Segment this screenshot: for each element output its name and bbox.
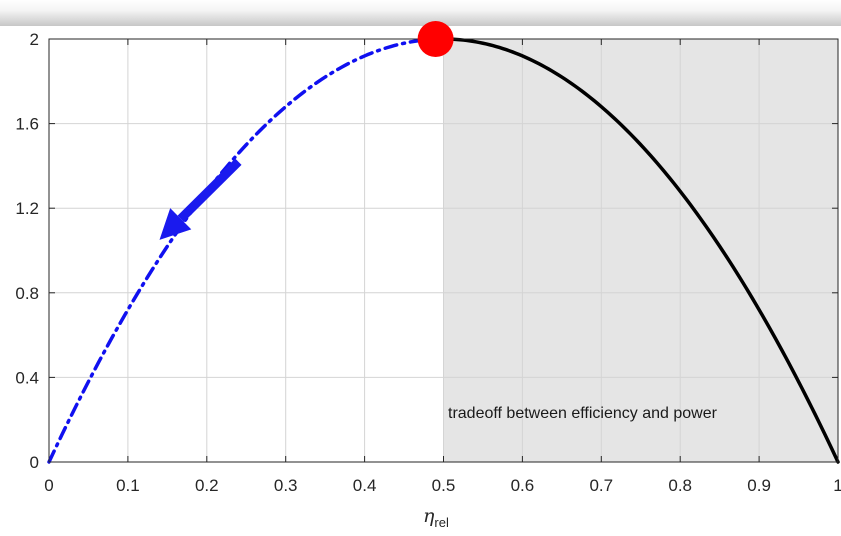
x-tick-label: 0.7 <box>589 476 613 495</box>
x-tick-label: 0 <box>44 476 53 495</box>
y-tick-label: 0 <box>30 453 39 472</box>
marker-layer <box>159 21 454 240</box>
y-tick-label: 1.6 <box>15 115 39 134</box>
x-tick-label: 0.1 <box>116 476 140 495</box>
x-tick-label: 0.3 <box>274 476 298 495</box>
series-dashdot-curve <box>47 37 446 464</box>
x-tick-label: 0.9 <box>747 476 771 495</box>
optimum-marker <box>417 21 454 57</box>
shaded-region <box>443 39 838 462</box>
shaded-region-layer <box>443 39 838 462</box>
x-tick-label: 0.6 <box>511 476 535 495</box>
y-tick-label: 1.2 <box>15 199 39 218</box>
grid-layer <box>49 39 838 462</box>
x-tick-label: 0.5 <box>432 476 456 495</box>
y-tick-label: 0.4 <box>15 368 39 387</box>
annotation-label: tradeoff between efficiency and power <box>448 405 718 422</box>
direction-arrow-head <box>159 208 192 240</box>
direction-arrow-shaft <box>177 158 242 222</box>
x-tick-label: 0.2 <box>195 476 219 495</box>
x-tick-label: 1 <box>833 476 841 495</box>
figure-toolbar-strip <box>0 0 841 26</box>
y-tick-label: 2 <box>30 30 39 49</box>
y-tick-label: 0.8 <box>15 284 39 303</box>
x-axis-label-subscript: rel <box>434 515 449 530</box>
x-axis-label: ηrel <box>423 505 449 530</box>
x-axis-label-symbol: η <box>423 505 435 527</box>
tick-label-layer: 0 0.1 0.2 0.3 0.4 0.5 0.6 0.7 0.8 0.9 1 0 0.4 0.8 1.2 1… <box>15 30 841 495</box>
series-solid-curve <box>441 37 840 464</box>
series-layer <box>47 37 840 464</box>
x-tick-label: 0.4 <box>353 476 377 495</box>
x-tick-label: 0.8 <box>668 476 692 495</box>
